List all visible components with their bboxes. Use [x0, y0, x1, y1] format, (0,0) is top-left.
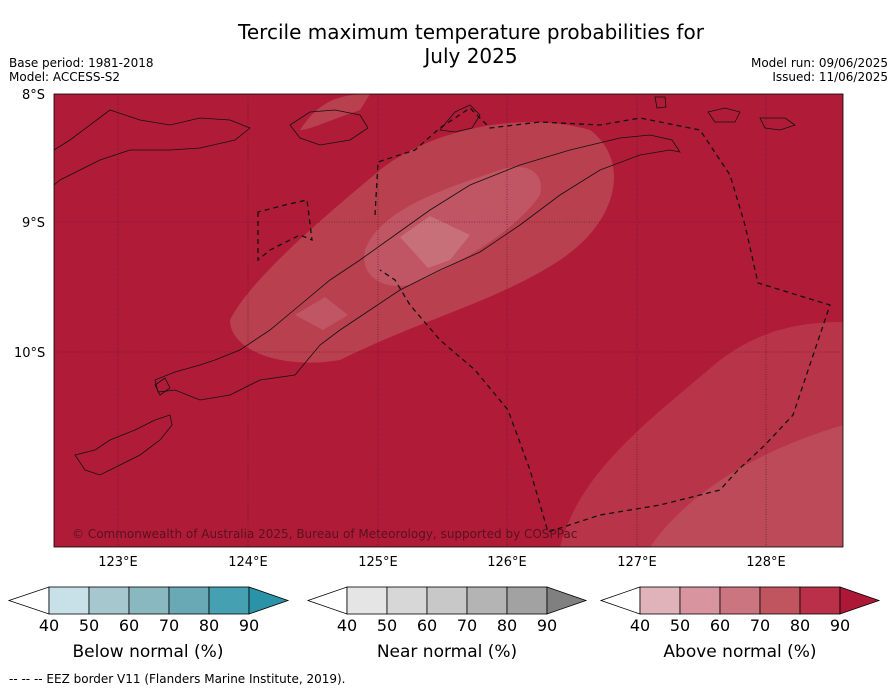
- coastlines: [54, 96, 796, 476]
- lon-label-125e: 125°E: [358, 555, 398, 570]
- semau-coast: [154, 377, 171, 396]
- colorbar-tick-label: 40: [337, 616, 357, 635]
- timor-island-coast: [154, 134, 681, 401]
- colorbar-below-normal: 40 50 60 70 80 90: [7, 586, 290, 635]
- wetar-coast: [439, 104, 481, 133]
- colorbar-arrow-right: [248, 586, 290, 615]
- colorbar-segment: [426, 586, 468, 615]
- colorbar-segment: [719, 586, 761, 615]
- meta-right: Model run: 09/06/2025 Issued: 11/06/2025: [751, 56, 888, 84]
- colorbar-segment: [466, 586, 508, 615]
- colorbar-segment: [168, 586, 210, 615]
- colorbar-segment: [679, 586, 721, 615]
- model-run: Model run: 09/06/2025: [750, 56, 888, 70]
- colorbar-segment: [639, 586, 681, 615]
- colorbar-tick-label: 80: [199, 616, 219, 635]
- colorbar-arrow-left: [7, 586, 50, 615]
- colorbar-tick-label: 80: [790, 616, 810, 635]
- probability-contour-50: [400, 216, 470, 268]
- copyright-text: © Commonwealth of Australia 2025, Bureau…: [72, 527, 577, 541]
- colorbar-tick-label: 70: [750, 616, 770, 635]
- lon-label-126e: 126°E: [487, 555, 527, 570]
- colorbar-tick-label: 40: [630, 616, 650, 635]
- colorbar-tick-label: 90: [830, 616, 850, 635]
- eez-border: [257, 107, 831, 533]
- colorbar-tick-label: 70: [457, 616, 477, 635]
- chart-title: Tercile maximum temperature probabilitie…: [0, 20, 896, 68]
- probability-contour-60-west: [295, 297, 348, 330]
- colorbar-segment: [759, 586, 801, 615]
- colorbar-tick-label: 50: [670, 616, 690, 635]
- probability-contour-60: [364, 166, 541, 286]
- lon-label-127e: 127°E: [617, 555, 657, 570]
- meta-left: Base period: 1981-2018 Model: ACCESS-S2: [9, 56, 154, 84]
- roti-coast: [74, 414, 173, 476]
- islet-2: [707, 107, 741, 123]
- colorbar-arrow-right: [546, 586, 588, 615]
- colorbar-tick-label: 70: [159, 616, 179, 635]
- probability-contour-70-north: [300, 94, 370, 130]
- colorbar-near-normal: 40 50 60 70 80 90: [306, 586, 588, 635]
- colorbar-title-near: Near normal (%): [377, 642, 517, 662]
- colorbar-tick-label: 50: [377, 616, 397, 635]
- colorbar-tick-label: 60: [710, 616, 730, 635]
- probability-contour-southeast-inner: [650, 425, 843, 547]
- lon-label-128e: 128°E: [746, 555, 786, 570]
- lon-label-123e: 123°E: [98, 555, 138, 570]
- footer-note: -- -- -- EEZ border V11 (Flanders Marine…: [9, 672, 346, 686]
- islet-1: [654, 96, 667, 109]
- colorbar-tick-label: 90: [537, 616, 557, 635]
- colorbar-above-normal: 40 50 60 70 80 90: [599, 586, 881, 635]
- colorbar-title-above: Above normal (%): [663, 642, 816, 662]
- colorbar-tick-label: 60: [417, 616, 437, 635]
- alor-coast: [289, 109, 369, 146]
- model-name: Model: ACCESS-S2: [9, 70, 121, 84]
- colorbar-segment: [346, 586, 388, 615]
- map-area: © Commonwealth of Australia 2025, Bureau…: [54, 94, 843, 547]
- colorbar-segment: [48, 586, 90, 615]
- lat-label-9s: 9°S: [22, 216, 45, 231]
- colorbar-segment: [128, 586, 170, 615]
- islet-3: [759, 117, 796, 131]
- title-line-1: Tercile maximum temperature probabilitie…: [238, 20, 704, 44]
- colorbar-tick-label: 90: [239, 616, 259, 635]
- colorbar-title-below: Below normal (%): [73, 642, 224, 662]
- lat-label-8s: 8°S: [22, 88, 45, 103]
- colorbar-segment: [386, 586, 428, 615]
- colorbar-segment: [88, 586, 130, 615]
- colorbar-arrow-right: [839, 586, 881, 615]
- colorbar-arrow-left: [306, 586, 348, 615]
- colorbar-tick-label: 50: [79, 616, 99, 635]
- lat-label-10s: 10°S: [14, 346, 45, 361]
- base-period: Base period: 1981-2018: [9, 56, 154, 70]
- colorbar-tick-label: 40: [39, 616, 59, 635]
- colorbar-tick-label: 60: [119, 616, 139, 635]
- issued-date: Issued: 11/06/2025: [772, 70, 888, 84]
- map-frame: [53, 93, 844, 548]
- lon-label-124e: 124°E: [228, 555, 268, 570]
- colorbar-segment: [208, 586, 250, 615]
- colorbar-segment: [799, 586, 841, 615]
- colorbar-tick-label: 80: [497, 616, 517, 635]
- title-line-2: July 2025: [424, 44, 518, 68]
- colorbar-segment: [506, 586, 548, 615]
- flores-coast: [54, 109, 251, 186]
- colorbar-arrow-left: [599, 586, 641, 615]
